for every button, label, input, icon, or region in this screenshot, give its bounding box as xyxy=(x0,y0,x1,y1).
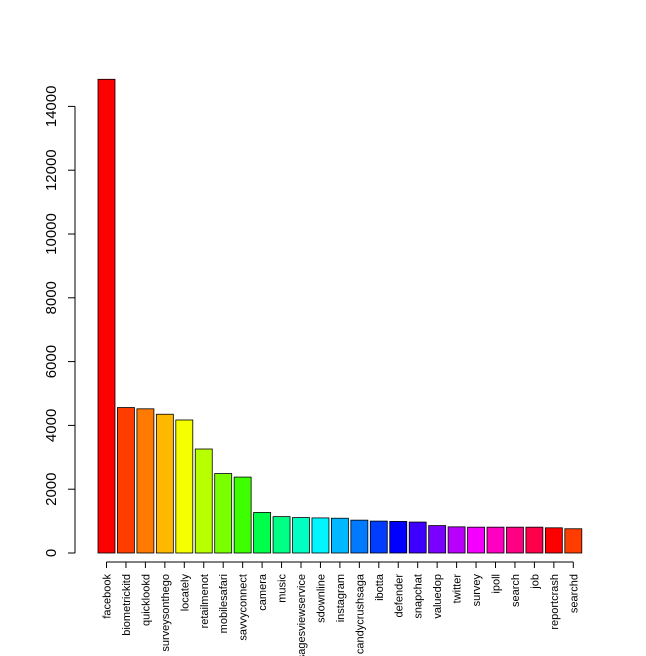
x-tick-label-instagram: instagram xyxy=(335,574,347,622)
bar-candycrushsaga xyxy=(350,519,369,554)
bar-savvyconnect xyxy=(233,476,252,554)
y-tick-label: 14000 xyxy=(43,86,60,128)
x-tick-label-music: music xyxy=(277,574,289,603)
bar-valuedop xyxy=(428,525,447,554)
bar-instagram xyxy=(330,517,349,554)
bar-surveysonthego xyxy=(155,413,174,554)
x-tick-label-biometrickitd: biometrickitd xyxy=(121,574,133,636)
bar-search xyxy=(506,526,524,554)
x-tick-label-mobilesafari: mobilesafari xyxy=(218,574,230,633)
x-axis: facebook biometrickitd quicklookd surveyson… xyxy=(102,561,580,656)
x-tick-label-defender: defender xyxy=(393,574,405,618)
bar-job xyxy=(525,526,544,554)
bar-survey xyxy=(467,526,485,554)
bars xyxy=(97,78,583,554)
x-tick-label-messagesviewservice: messagesviewservice xyxy=(296,574,308,656)
x-tick-label-savvyconnect: savvyconnect xyxy=(238,574,250,641)
y-tick-label: 0 xyxy=(43,549,60,557)
bar-retailmenot xyxy=(194,448,213,554)
bar-reportcrash xyxy=(544,527,563,554)
bar-ipoll xyxy=(486,526,505,554)
x-tick-label-twitter: twitter xyxy=(452,574,464,604)
y-axis: 0 2000 4000 6000 8000 10000 12000 14000 xyxy=(43,86,76,557)
x-tick-label-valuedop: valuedop xyxy=(432,574,444,619)
bar-ibotta xyxy=(369,520,388,554)
x-tick-label-locately: locately xyxy=(179,574,191,612)
y-tick-label: 6000 xyxy=(43,345,60,378)
y-tick-label: 2000 xyxy=(43,473,60,506)
x-tick-label-searchd: searchd xyxy=(568,574,580,613)
bar-mobilesafari xyxy=(214,473,233,554)
y-tick-label: 10000 xyxy=(43,213,60,255)
bar-locately xyxy=(175,419,194,554)
x-tick-label-ibotta: ibotta xyxy=(374,573,386,601)
bar-facebook xyxy=(97,78,116,554)
x-tick-label-retailmenot: retailmenot xyxy=(199,574,211,628)
x-tick-label-survey: survey xyxy=(471,574,483,607)
x-tick-label-ipoll: ipoll xyxy=(491,574,503,594)
x-tick-label-surveysonthego: surveysonthego xyxy=(160,574,172,652)
y-tick-label: 8000 xyxy=(43,281,60,314)
x-tick-label-candycrushsaga: candycrushsaga xyxy=(354,573,366,654)
bar-sdownline xyxy=(311,517,330,554)
bar-music xyxy=(272,516,291,554)
y-tick-label: 4000 xyxy=(43,409,60,442)
x-tick-label-sdownline: sdownline xyxy=(315,574,327,623)
bar-twitter xyxy=(447,526,466,554)
bar-defender xyxy=(389,521,408,554)
bar-camera xyxy=(253,512,272,554)
bar-searchd xyxy=(564,528,583,554)
bar-snapchat xyxy=(408,521,427,554)
bar-quicklookd xyxy=(136,408,155,554)
x-tick-label-facebook: facebook xyxy=(102,574,114,619)
x-tick-label-search: search xyxy=(510,574,522,607)
x-tick-label-reportcrash: reportcrash xyxy=(549,574,561,630)
bar-biometrickitd xyxy=(117,407,135,554)
x-tick-label-quicklookd: quicklookd xyxy=(140,574,152,626)
y-tick-label: 12000 xyxy=(43,149,60,191)
bar-messagesviewservice xyxy=(292,517,310,554)
x-tick-label-camera: camera xyxy=(257,573,269,611)
x-tick-label-job: job xyxy=(529,574,541,590)
x-tick-label-snapchat: snapchat xyxy=(413,574,425,619)
